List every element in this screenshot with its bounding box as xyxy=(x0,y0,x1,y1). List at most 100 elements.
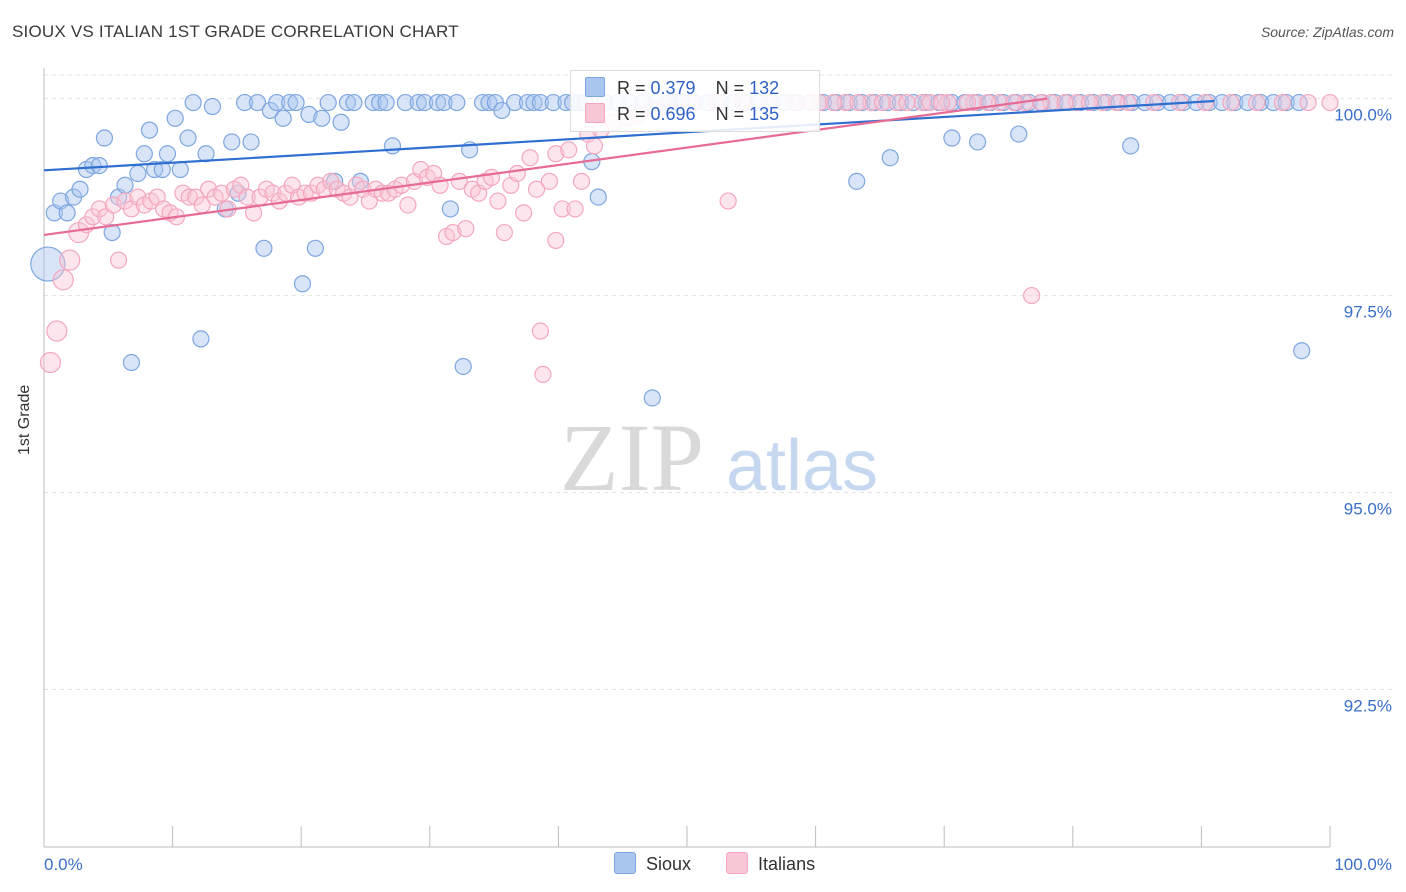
italians-point xyxy=(47,321,67,341)
series-legend: Sioux Italians xyxy=(614,852,845,875)
sioux-point xyxy=(91,158,107,174)
sioux-point xyxy=(385,138,401,154)
sioux-point xyxy=(117,177,133,193)
sioux-point xyxy=(378,95,394,111)
sioux-point xyxy=(256,240,272,256)
sioux-point xyxy=(449,95,465,111)
watermark-zip: ZIP xyxy=(560,404,704,511)
legend-row-italians: R = 0.696 N = 135 xyxy=(585,103,779,125)
legend-italians-n-value: 135 xyxy=(749,104,779,124)
italians-point xyxy=(1033,95,1049,111)
series-legend-italians: Italians xyxy=(726,852,815,875)
italians-point xyxy=(574,173,590,189)
italians-point xyxy=(1146,95,1162,111)
scatter-plot: ZIP atlas 92.5% 95.0% 97.5% 100.0% 0.0% 100.0… xyxy=(0,0,1406,892)
sioux-point xyxy=(243,134,259,150)
italians-point xyxy=(561,142,577,158)
sioux-point xyxy=(882,150,898,166)
series-legend-label-sioux: Sioux xyxy=(646,854,691,874)
series-legend-sioux: Sioux xyxy=(614,852,691,875)
sioux-point xyxy=(849,173,865,189)
italians-point xyxy=(1024,288,1040,304)
sioux-point xyxy=(455,358,471,374)
sioux-point xyxy=(96,130,112,146)
italians-point xyxy=(934,95,950,111)
sioux-point xyxy=(944,130,960,146)
italians-point xyxy=(509,165,525,181)
x-tick-label: 0.0% xyxy=(44,855,83,874)
sioux-point xyxy=(346,95,362,111)
italians-point xyxy=(535,366,551,382)
axis-labels: 92.5% 95.0% 97.5% 100.0% 0.0% 100.0% xyxy=(44,106,1392,874)
italians-point xyxy=(53,270,73,290)
y-tick-label: 95.0% xyxy=(1344,500,1392,519)
stats-legend: R = 0.379 N = 132 R = 0.696 N = 135 xyxy=(570,70,820,132)
sioux-point xyxy=(136,146,152,162)
y-tick-label: 92.5% xyxy=(1344,696,1392,715)
sioux-point xyxy=(275,110,291,126)
sioux-point xyxy=(970,134,986,150)
italians-point xyxy=(548,232,564,248)
sioux-point xyxy=(294,276,310,292)
italians-point xyxy=(1300,95,1316,111)
italians-point xyxy=(720,193,736,209)
italians-point xyxy=(1057,95,1073,111)
series-legend-swatch-italians xyxy=(726,852,748,874)
y-tick-label: 97.5% xyxy=(1344,303,1392,322)
sioux-point xyxy=(59,205,75,221)
italians-point xyxy=(532,323,548,339)
italians-point xyxy=(1249,95,1265,111)
legend-italians-r-value: 0.696 xyxy=(651,104,696,124)
sioux-point xyxy=(288,95,304,111)
italians-point xyxy=(1223,95,1239,111)
sioux-point xyxy=(307,240,323,256)
italians-point xyxy=(60,250,80,270)
legend-sioux-r-label: R = xyxy=(617,78,651,98)
italians-trend-line xyxy=(44,99,1047,235)
sioux-point xyxy=(314,110,330,126)
italians-point xyxy=(541,173,557,189)
legend-row-sioux: R = 0.379 N = 132 xyxy=(585,77,779,99)
series-legend-label-italians: Italians xyxy=(758,854,815,874)
watermark: ZIP atlas xyxy=(560,404,878,511)
italians-point xyxy=(496,225,512,241)
sioux-point xyxy=(224,134,240,150)
italians-point xyxy=(40,353,60,373)
italians-point xyxy=(1274,95,1290,111)
gridlines xyxy=(44,75,1392,689)
sioux-point xyxy=(590,189,606,205)
sioux-point xyxy=(333,114,349,130)
legend-italians-r-label: R = xyxy=(617,104,651,124)
y-axis-title: 1st Grade xyxy=(16,385,34,455)
sioux-point xyxy=(159,146,175,162)
italians-point xyxy=(111,252,127,268)
sioux-point xyxy=(204,99,220,115)
legend-swatch-sioux xyxy=(585,77,605,97)
sioux-point xyxy=(167,110,183,126)
sioux-point xyxy=(185,95,201,111)
italians-point xyxy=(522,150,538,166)
sioux-point xyxy=(130,165,146,181)
italians-point xyxy=(490,193,506,209)
sioux-point xyxy=(141,122,157,138)
sioux-point xyxy=(1011,126,1027,142)
series-legend-swatch-sioux xyxy=(614,852,636,874)
italians-point xyxy=(516,205,532,221)
sioux-point xyxy=(1294,343,1310,359)
legend-sioux-n-label: N = xyxy=(716,78,750,98)
italians-point xyxy=(400,197,416,213)
sioux-point xyxy=(644,390,660,406)
y-tick-label: 100.0% xyxy=(1334,106,1392,125)
italians-point xyxy=(850,95,866,111)
sioux-point xyxy=(172,162,188,178)
watermark-atlas: atlas xyxy=(726,426,878,506)
sioux-point xyxy=(180,130,196,146)
italians-point xyxy=(586,138,602,154)
legend-swatch-italians xyxy=(585,103,605,123)
x-tick-label: 100.0% xyxy=(1334,855,1392,874)
sioux-point xyxy=(193,331,209,347)
sioux-point xyxy=(72,181,88,197)
italians-point xyxy=(826,95,842,111)
sioux-point xyxy=(123,355,139,371)
sioux-point xyxy=(1123,138,1139,154)
